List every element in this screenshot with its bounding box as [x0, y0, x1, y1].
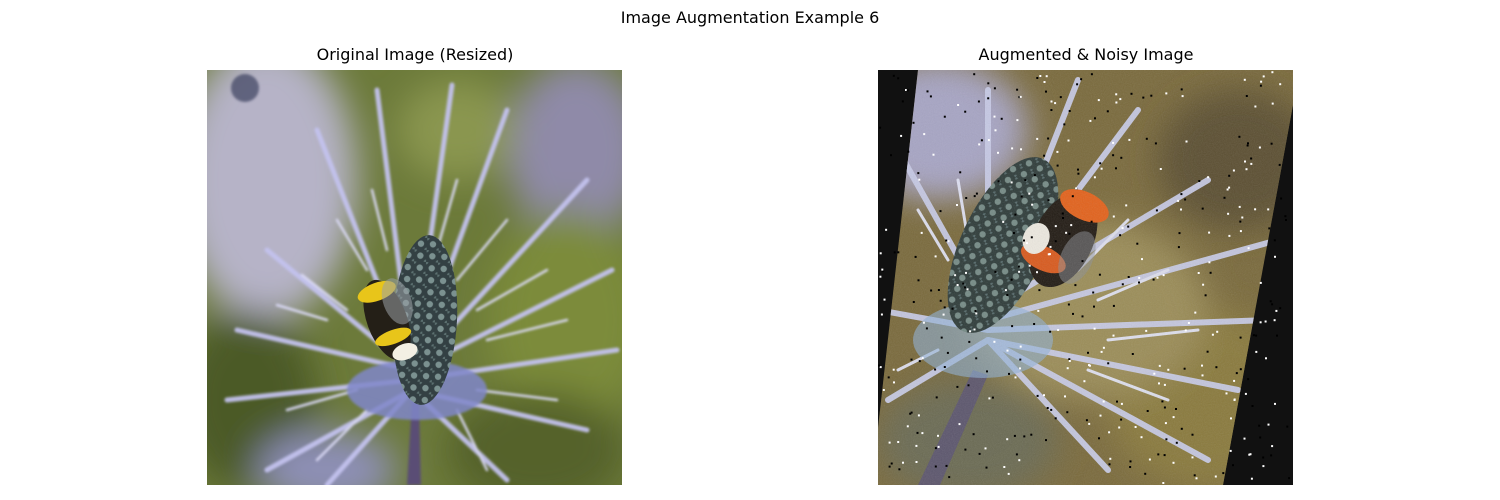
- original-image-title: Original Image (Resized): [316, 45, 514, 64]
- augmented-image: [878, 70, 1293, 485]
- augmented-image-title: Augmented & Noisy Image: [978, 45, 1194, 64]
- original-image-canvas: [207, 70, 622, 485]
- figure-title: Image Augmentation Example 6: [620, 8, 880, 27]
- augmented-image-canvas: [878, 70, 1293, 485]
- noise-dots: [878, 71, 1291, 484]
- original-image: [207, 70, 622, 485]
